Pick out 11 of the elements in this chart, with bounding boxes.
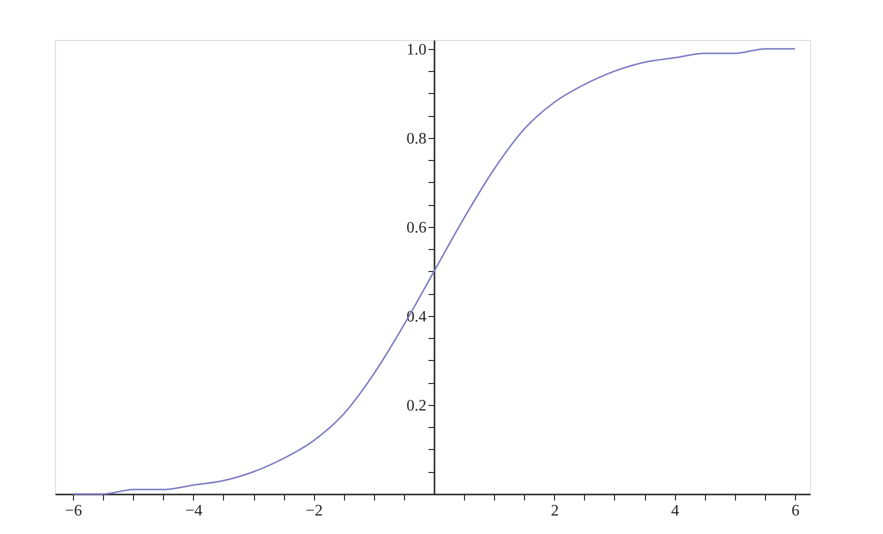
x-tick-label: −2	[306, 502, 323, 520]
y-tick-label: 0.6	[406, 219, 427, 236]
y-tick-label: 0.4	[406, 308, 427, 326]
x-tick-label: −6	[65, 502, 82, 520]
x-tick-label: −4	[185, 502, 202, 520]
y-tick-label: 0.8	[406, 130, 427, 148]
x-tick-label: 4	[671, 502, 680, 520]
x-tick-label: 2	[550, 502, 559, 520]
y-tick-label: 0.2	[406, 397, 427, 414]
y-tick-label: 1.0	[406, 41, 427, 58]
x-tick-label: 6	[791, 502, 800, 520]
